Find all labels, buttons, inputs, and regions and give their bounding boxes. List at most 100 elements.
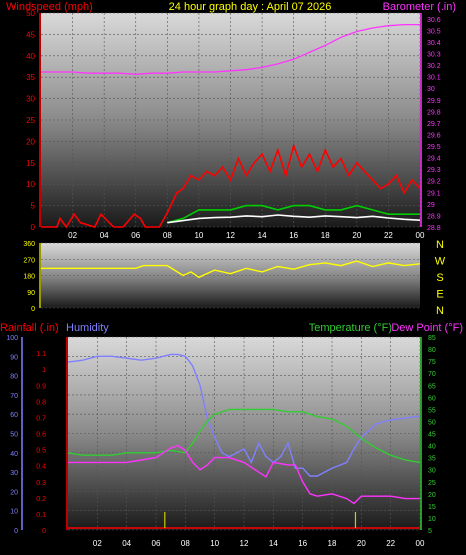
temp-humidity-axes: 010203040506070809010000.10.20.30.40.50.… <box>6 335 436 548</box>
series-wind-direction <box>41 260 421 279</box>
time-tick-label: 06 <box>131 231 140 240</box>
rainfall-tick-label: 0.5 <box>36 448 46 455</box>
humidity-tick-label: 10 <box>10 509 18 516</box>
time-tick-label: 00 <box>416 231 425 240</box>
rainfall-tick-label: 0.1 <box>36 512 46 519</box>
compass-label: N <box>436 239 444 251</box>
barometer-tick-label: 29.9 <box>427 98 441 105</box>
series-temperature-f- <box>67 408 421 464</box>
direction-tick-label: 90 <box>27 290 35 297</box>
barometer-tick-label: 29.8 <box>427 109 441 116</box>
barometer-tick-label: 30 <box>427 86 435 93</box>
humidity-tick-label: 40 <box>10 451 18 458</box>
time-tick-label: 02 <box>93 539 102 548</box>
barometer-tick-label: 29.2 <box>427 179 441 186</box>
temperature-tick-label: 60 <box>428 395 436 402</box>
temperature-tick-label: 20 <box>428 492 436 499</box>
barometer-tick-label: 29.6 <box>427 132 441 139</box>
temperature-tick-label: 85 <box>428 335 436 342</box>
direction-tick-label: 270 <box>23 257 35 264</box>
humidity-tick-label: 60 <box>10 412 18 419</box>
rainfall-tick-label: 0.8 <box>36 399 46 406</box>
temperature-axis-title: Temperature (°F) <box>309 322 392 334</box>
windspeed-tick-label: 30 <box>26 95 35 104</box>
windspeed-tick-label: 45 <box>26 30 35 39</box>
compass-label: E <box>436 289 443 301</box>
windspeed-tick-label: 25 <box>26 116 35 125</box>
rainfall-tick-label: 0.3 <box>36 480 46 487</box>
windspeed-tick-label: 5 <box>31 202 36 211</box>
direction-tick-label: 360 <box>23 241 35 248</box>
rainfall-tick-label: 0.9 <box>36 383 46 390</box>
dewpoint-axis-title: Dew Point (°F) <box>391 322 463 334</box>
time-tick-label: 20 <box>357 539 366 548</box>
time-tick-label: 16 <box>289 231 298 240</box>
windspeed-tick-label: 0 <box>31 223 36 232</box>
humidity-tick-label: 90 <box>10 354 18 361</box>
rainfall-tick-label: 0.7 <box>36 415 46 422</box>
temperature-tick-label: 5 <box>428 528 432 535</box>
time-tick-label: 22 <box>386 539 395 548</box>
temperature-tick-label: 80 <box>428 347 436 354</box>
temperature-tick-label: 30 <box>428 468 436 475</box>
temperature-tick-label: 35 <box>428 456 436 463</box>
chart-title: 24 hour graph day : April 07 2026 <box>169 1 332 13</box>
barometer-tick-label: 29 <box>427 202 435 209</box>
time-tick-label: 02 <box>68 231 77 240</box>
barometer-tick-label: 30.5 <box>427 28 441 35</box>
rainfall-axis-title: Rainfall (.in) <box>0 322 59 334</box>
time-tick-label: 12 <box>226 231 235 240</box>
humidity-tick-label: 70 <box>10 393 18 400</box>
wind-baro-axes: 0 5 10 15 20 25 30 35 40 45 50 28.8 28.9 29 29.1 29.2 29… <box>26 9 441 240</box>
barometer-tick-label: 29.1 <box>427 190 441 197</box>
compass-label: S <box>436 272 443 284</box>
rainfall-tick-label: 0.4 <box>36 464 46 471</box>
time-tick-label: 18 <box>321 231 330 240</box>
rainfall-tick-label: 0.2 <box>36 496 46 503</box>
barometer-tick-label: 30.1 <box>427 75 441 82</box>
windspeed-axis-title: Windspeed (mph) <box>6 1 93 13</box>
compass-label: W <box>435 256 446 268</box>
humidity-tick-label: 30 <box>10 470 18 477</box>
time-tick-label: 20 <box>352 231 361 240</box>
temperature-tick-label: 10 <box>428 516 436 523</box>
barometer-axis-title: Barometer (.in) <box>383 1 456 13</box>
wind-baro-series <box>41 23 421 229</box>
barometer-tick-label: 28.8 <box>427 225 441 232</box>
time-tick-label: 08 <box>163 231 172 240</box>
barometer-tick-label: 30.4 <box>427 40 441 47</box>
windspeed-tick-label: 50 <box>26 9 35 18</box>
series-wind-average <box>167 204 420 224</box>
time-tick-label: 10 <box>194 231 203 240</box>
windspeed-tick-label: 10 <box>26 180 35 189</box>
humidity-tick-label: 80 <box>10 374 18 381</box>
windspeed-tick-label: 35 <box>26 73 35 82</box>
time-tick-label: 16 <box>298 539 307 548</box>
temperature-tick-label: 50 <box>428 419 436 426</box>
barometer-tick-label: 29.7 <box>427 121 441 128</box>
temp-humidity-grid <box>68 336 421 531</box>
humidity-tick-label: 20 <box>10 489 18 496</box>
humidity-tick-label: 0 <box>14 528 18 535</box>
rainfall-tick-label: 0.6 <box>36 432 46 439</box>
temperature-tick-label: 75 <box>428 359 436 366</box>
barometer-tick-label: 29.3 <box>427 167 441 174</box>
time-tick-label: 04 <box>100 231 109 240</box>
rainfall-tick-label: 1 <box>42 367 46 374</box>
windspeed-tick-label: 20 <box>26 137 35 146</box>
wind-direction-grid <box>41 242 420 309</box>
compass-label: N <box>436 305 444 317</box>
temperature-tick-label: 40 <box>428 444 436 451</box>
barometer-tick-label: 29.4 <box>427 156 441 163</box>
rainfall-tick-label: 1.1 <box>36 351 46 358</box>
temperature-tick-label: 25 <box>428 480 436 487</box>
humidity-tick-label: 100 <box>6 335 18 342</box>
series-barometer-in- <box>41 23 420 75</box>
windspeed-tick-label: 40 <box>26 52 35 61</box>
series-wind-speed <box>167 214 421 224</box>
direction-tick-label: 180 <box>23 274 35 281</box>
series-wind-gust <box>41 143 421 229</box>
